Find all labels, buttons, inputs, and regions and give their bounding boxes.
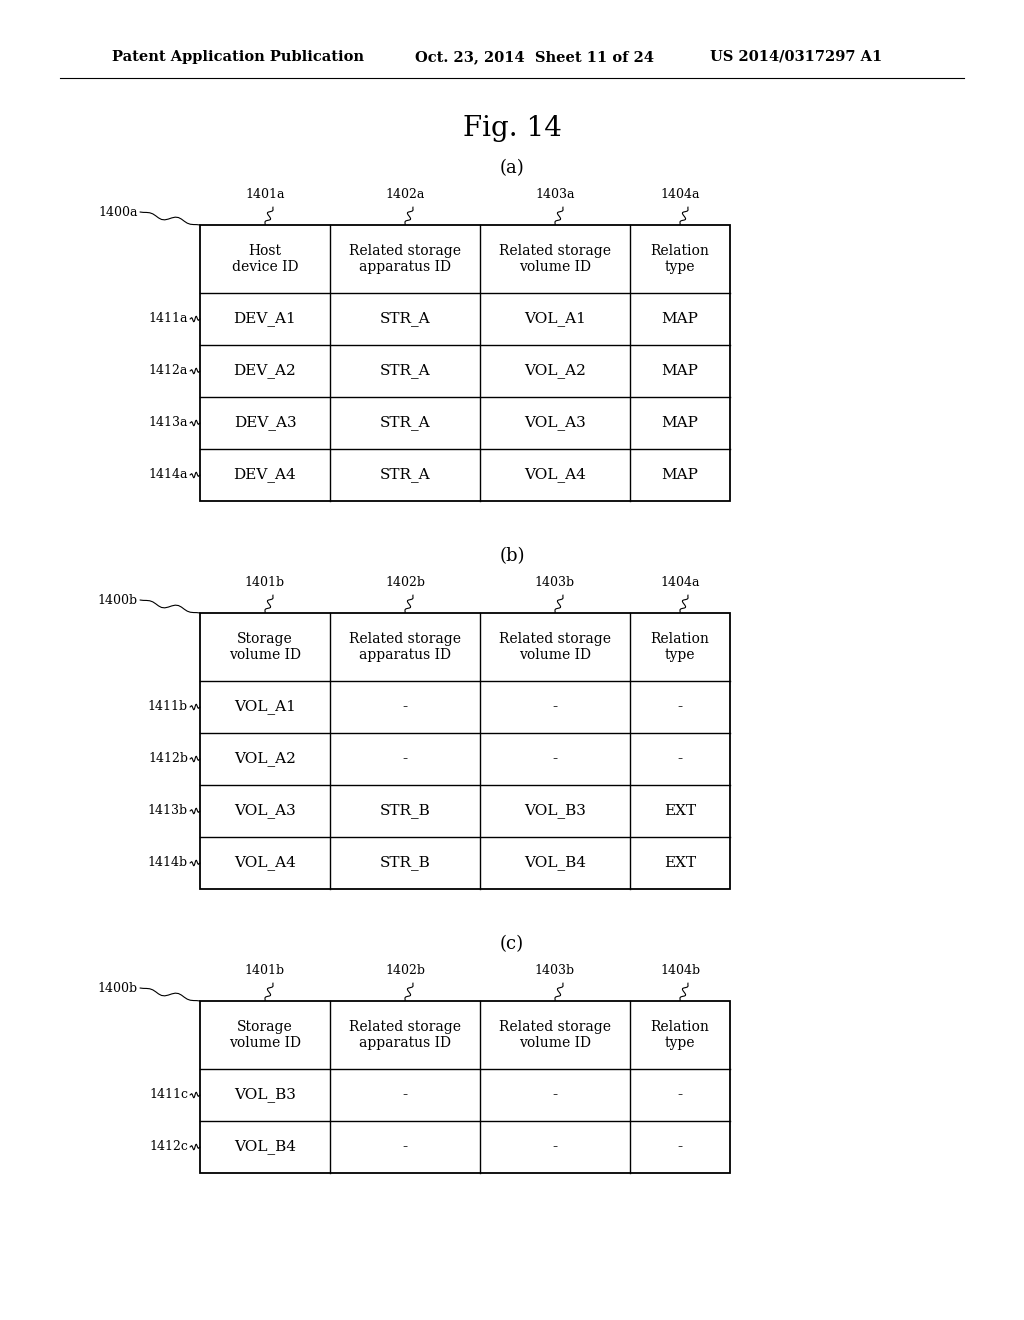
Text: MAP: MAP	[662, 469, 698, 482]
Bar	[200, 224, 730, 502]
Text: Fig. 14: Fig. 14	[463, 115, 561, 141]
Text: VOL_A2: VOL_A2	[234, 751, 296, 767]
Text: DEV_A1: DEV_A1	[233, 312, 296, 326]
Text: VOL_A2: VOL_A2	[524, 363, 586, 379]
Text: STR_A: STR_A	[380, 416, 430, 430]
Text: 1414a: 1414a	[148, 469, 188, 482]
Text: 1412b: 1412b	[148, 752, 188, 766]
Text: Storage
volume ID: Storage volume ID	[229, 632, 301, 663]
Text: Related storage
volume ID: Related storage volume ID	[499, 1020, 611, 1051]
Text: Oct. 23, 2014  Sheet 11 of 24: Oct. 23, 2014 Sheet 11 of 24	[415, 50, 654, 63]
Bar	[200, 1001, 730, 1173]
Text: 1404a: 1404a	[660, 187, 699, 201]
Text: STR_B: STR_B	[380, 855, 430, 870]
Text: -: -	[402, 700, 408, 714]
Text: VOL_A3: VOL_A3	[234, 804, 296, 818]
Text: 1403a: 1403a	[536, 187, 574, 201]
Text: Related storage
apparatus ID: Related storage apparatus ID	[349, 632, 461, 663]
Text: STR_A: STR_A	[380, 363, 430, 379]
Text: -: -	[678, 700, 683, 714]
Text: 1401b: 1401b	[245, 964, 285, 977]
Text: Relation
type: Relation type	[650, 632, 710, 663]
Text: -: -	[402, 1140, 408, 1154]
Text: VOL_A1: VOL_A1	[524, 312, 586, 326]
Text: (a): (a)	[500, 158, 524, 177]
Text: STR_A: STR_A	[380, 467, 430, 482]
Text: 1400a: 1400a	[98, 206, 138, 219]
Text: VOL_B4: VOL_B4	[234, 1139, 296, 1155]
Text: VOL_A3: VOL_A3	[524, 416, 586, 430]
Text: 1411b: 1411b	[147, 701, 188, 714]
Text: 1401a: 1401a	[246, 187, 285, 201]
Text: -: -	[402, 1088, 408, 1102]
Text: 1411a: 1411a	[148, 313, 188, 326]
Text: VOL_B3: VOL_B3	[234, 1088, 296, 1102]
Text: -: -	[402, 752, 408, 766]
Text: EXT: EXT	[664, 855, 696, 870]
Text: STR_B: STR_B	[380, 804, 430, 818]
Text: 1412c: 1412c	[150, 1140, 188, 1154]
Text: Storage
volume ID: Storage volume ID	[229, 1020, 301, 1051]
Text: 1402a: 1402a	[385, 187, 425, 201]
Text: -: -	[552, 700, 557, 714]
Text: Related storage
apparatus ID: Related storage apparatus ID	[349, 1020, 461, 1051]
Text: 1412a: 1412a	[148, 364, 188, 378]
Text: Host
device ID: Host device ID	[231, 244, 298, 275]
Text: Relation
type: Relation type	[650, 244, 710, 275]
Text: Relation
type: Relation type	[650, 1020, 710, 1051]
Text: VOL_B3: VOL_B3	[524, 804, 586, 818]
Text: 1403b: 1403b	[535, 964, 575, 977]
Text: 1413b: 1413b	[147, 804, 188, 817]
Text: 1411c: 1411c	[150, 1089, 188, 1101]
Text: 1402b: 1402b	[385, 964, 425, 977]
Text: DEV_A2: DEV_A2	[233, 363, 296, 379]
Text: 1400b: 1400b	[98, 594, 138, 606]
Text: VOL_A4: VOL_A4	[234, 855, 296, 870]
Text: 1401b: 1401b	[245, 576, 285, 589]
Text: Related storage
volume ID: Related storage volume ID	[499, 244, 611, 275]
Text: DEV_A3: DEV_A3	[233, 416, 296, 430]
Text: 1404a: 1404a	[660, 576, 699, 589]
Text: VOL_B4: VOL_B4	[524, 855, 586, 870]
Text: -: -	[552, 1088, 557, 1102]
Text: 1402b: 1402b	[385, 576, 425, 589]
Text: DEV_A4: DEV_A4	[233, 467, 296, 482]
Text: 1413a: 1413a	[148, 417, 188, 429]
Text: EXT: EXT	[664, 804, 696, 818]
Bar	[200, 612, 730, 888]
Text: STR_A: STR_A	[380, 312, 430, 326]
Text: Related storage
apparatus ID: Related storage apparatus ID	[349, 244, 461, 275]
Text: Related storage
volume ID: Related storage volume ID	[499, 632, 611, 663]
Text: (b): (b)	[500, 546, 524, 565]
Text: 1403b: 1403b	[535, 576, 575, 589]
Text: MAP: MAP	[662, 416, 698, 430]
Text: Patent Application Publication: Patent Application Publication	[112, 50, 364, 63]
Text: 1414b: 1414b	[147, 857, 188, 870]
Text: 1400b: 1400b	[98, 982, 138, 994]
Text: VOL_A1: VOL_A1	[234, 700, 296, 714]
Text: -: -	[678, 752, 683, 766]
Text: -: -	[678, 1088, 683, 1102]
Text: -: -	[552, 1140, 557, 1154]
Text: 1404b: 1404b	[659, 964, 700, 977]
Text: VOL_A4: VOL_A4	[524, 467, 586, 482]
Text: MAP: MAP	[662, 364, 698, 378]
Text: US 2014/0317297 A1: US 2014/0317297 A1	[710, 50, 883, 63]
Text: (c): (c)	[500, 935, 524, 953]
Text: -: -	[678, 1140, 683, 1154]
Text: -: -	[552, 752, 557, 766]
Text: MAP: MAP	[662, 312, 698, 326]
